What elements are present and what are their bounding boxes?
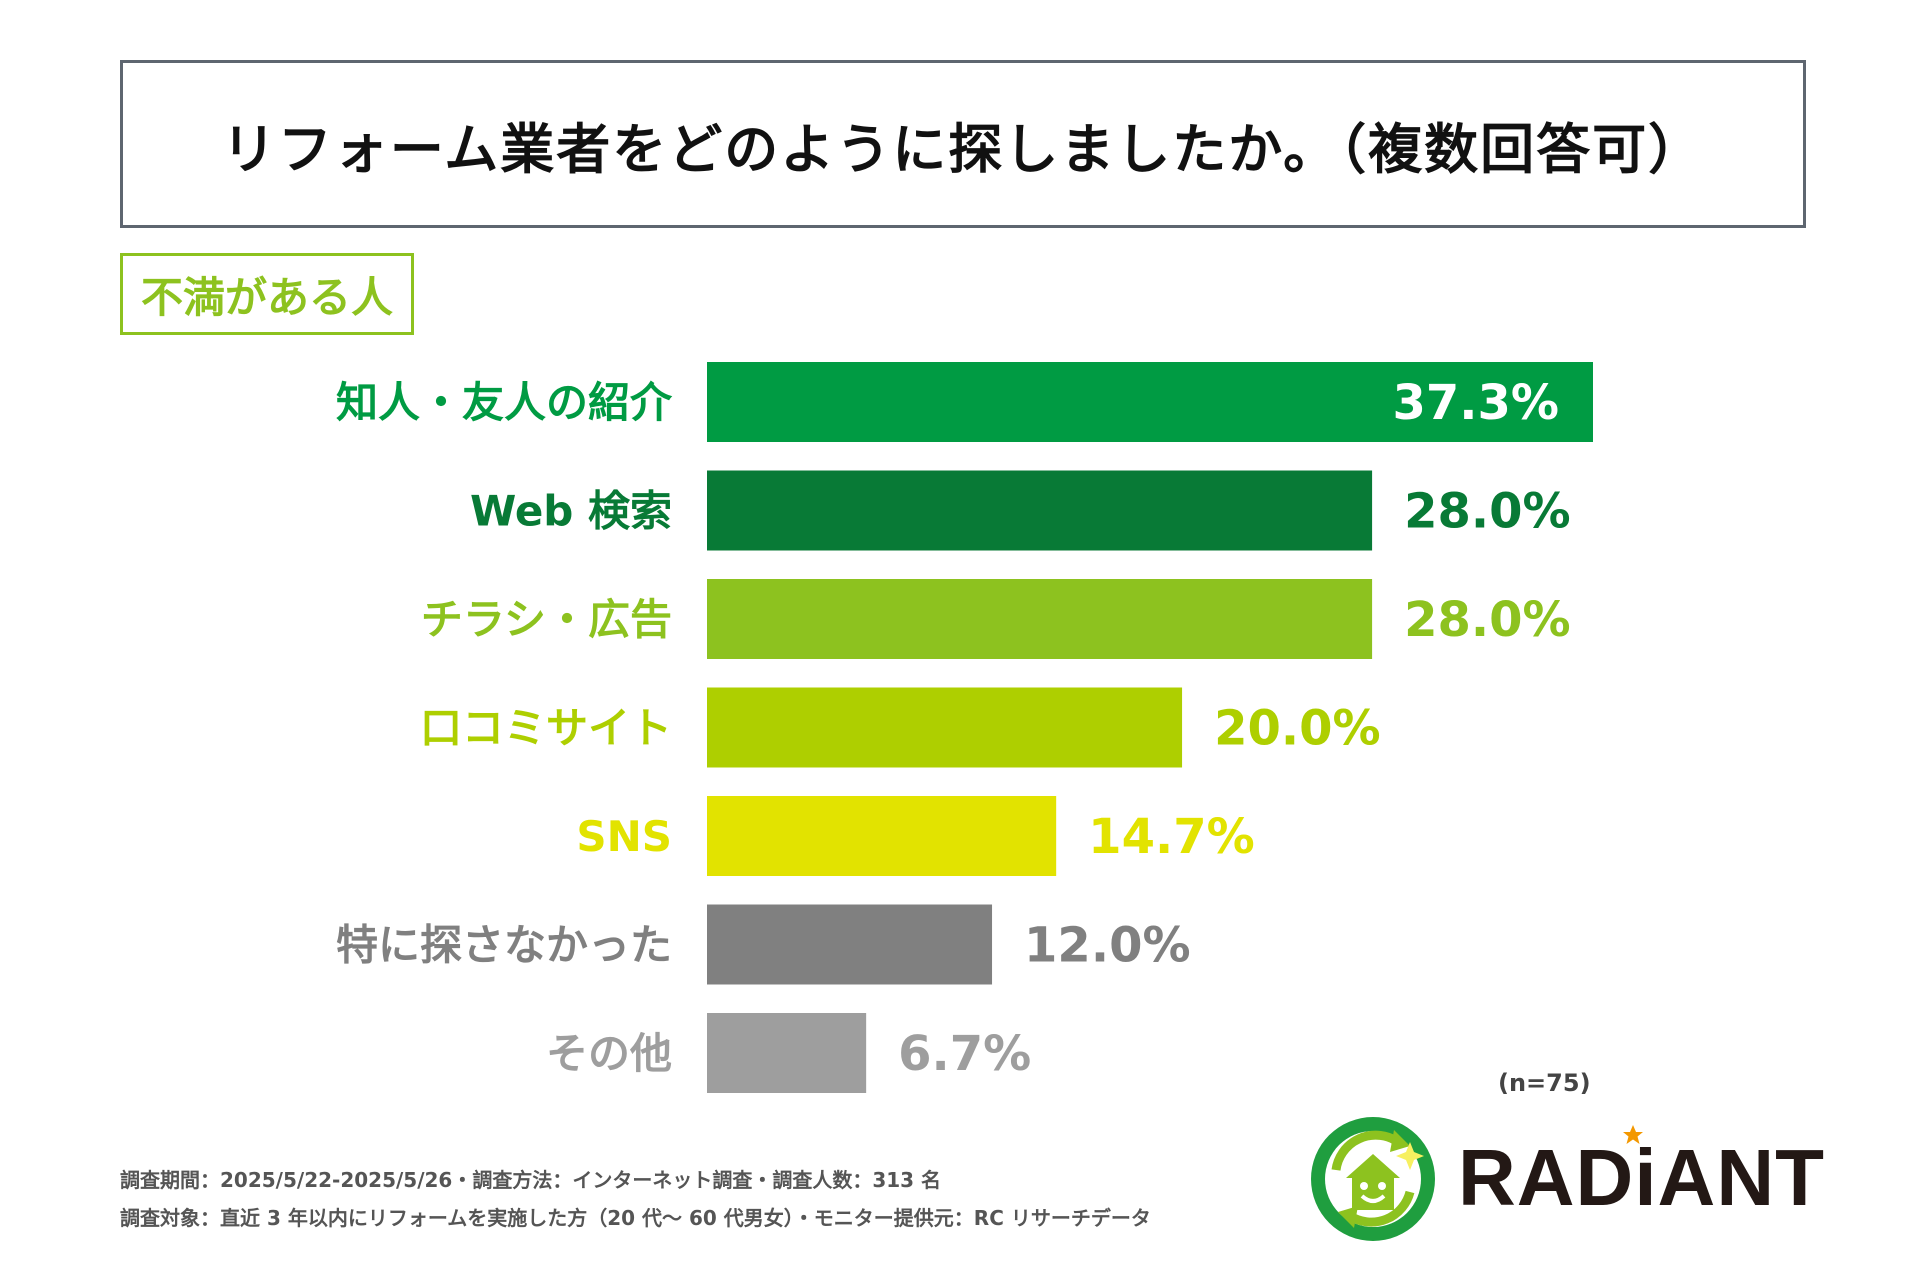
bar-6 — [707, 904, 993, 985]
logo-wordmark: RADiANT — [1458, 1133, 1825, 1222]
title-box: リフォーム業者をどのように探しましたか。（複数回答可） — [120, 60, 1806, 228]
bar-chart: 知人・友人の紹介 37.3% Web 検索 28.0% チラシ・広告 28.0% 口コミサイ… — [336, 362, 1593, 1093]
value-label-6: 12.0% — [1024, 918, 1191, 974]
bar-1 — [707, 362, 1593, 442]
category-label-3: チラシ・広告 — [421, 595, 672, 644]
bar-3 — [707, 579, 1373, 659]
radiant-logo: RADiANT — [1306, 1112, 1824, 1246]
category-label-4: 口コミサイト — [420, 704, 672, 753]
value-label-3: 28.0% — [1404, 592, 1571, 648]
category-label-7: その他 — [546, 1029, 672, 1078]
bar-5 — [707, 796, 1057, 876]
bar-4 — [707, 687, 1183, 768]
logo-star-icon — [1623, 1125, 1643, 1144]
value-label-5: 14.7% — [1088, 809, 1255, 865]
value-label-2: 28.0% — [1404, 484, 1571, 540]
house-recycle-logo-icon — [1311, 1117, 1435, 1241]
value-label-4: 20.0% — [1214, 701, 1381, 757]
category-label-2: Web 検索 — [470, 487, 672, 536]
sample-size-note: (n=75) — [1498, 1069, 1591, 1097]
category-label-5: SNS — [576, 812, 672, 861]
value-label-7: 6.7% — [898, 1026, 1031, 1082]
category-label-1: 知人・友人の紹介 — [336, 378, 673, 427]
bar-2 — [707, 470, 1373, 551]
page-title: リフォーム業者をどのように探しましたか。（複数回答可） — [221, 117, 1705, 181]
category-label-6: 特に探さなかった — [336, 921, 672, 970]
segment-badge: 不満がある人 — [120, 253, 415, 335]
segment-label: 不満がある人 — [141, 272, 394, 322]
footnote-survey-period: 調査期間：2025/5/22-2025/5/26・調査方法：インターネット調査・… — [120, 1168, 942, 1192]
value-label-1: 37.3% — [1392, 375, 1559, 431]
bar-7 — [707, 1013, 867, 1093]
footnote-survey-target: 調査対象：直近 3 年以内にリフォームを実施した方（20 代〜 60 代男女）・… — [120, 1206, 1151, 1230]
